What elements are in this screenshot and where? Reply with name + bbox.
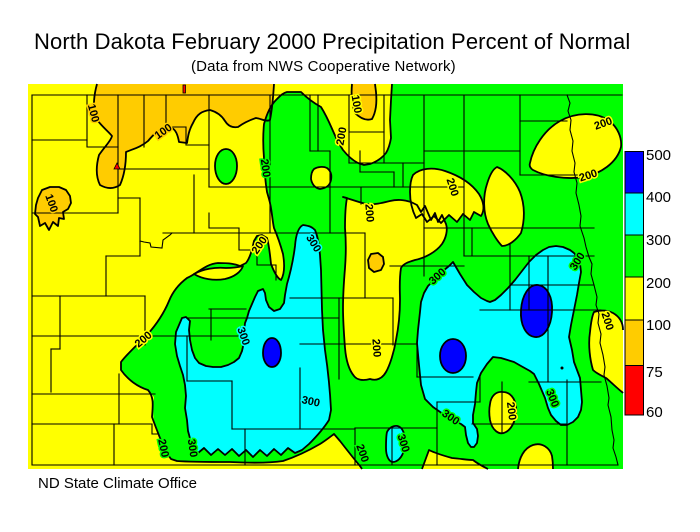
svg-text:300: 300 (646, 232, 671, 249)
svg-text:400: 400 (646, 189, 671, 206)
svg-text:300: 300 (301, 394, 321, 410)
svg-text:200: 200 (362, 203, 376, 222)
svg-text:60: 60 (646, 404, 663, 421)
svg-text:100: 100 (349, 94, 364, 114)
svg-text:75: 75 (646, 364, 663, 381)
svg-text:200: 200 (258, 158, 272, 178)
svg-text:200: 200 (155, 438, 171, 458)
svg-text:200: 200 (369, 338, 382, 357)
svg-text:200: 200 (646, 275, 671, 292)
svg-text:500: 500 (646, 147, 671, 164)
svg-text:200: 200 (504, 401, 518, 421)
svg-text:300: 300 (185, 438, 199, 458)
svg-text:200: 200 (334, 126, 349, 146)
svg-text:100: 100 (646, 317, 671, 334)
